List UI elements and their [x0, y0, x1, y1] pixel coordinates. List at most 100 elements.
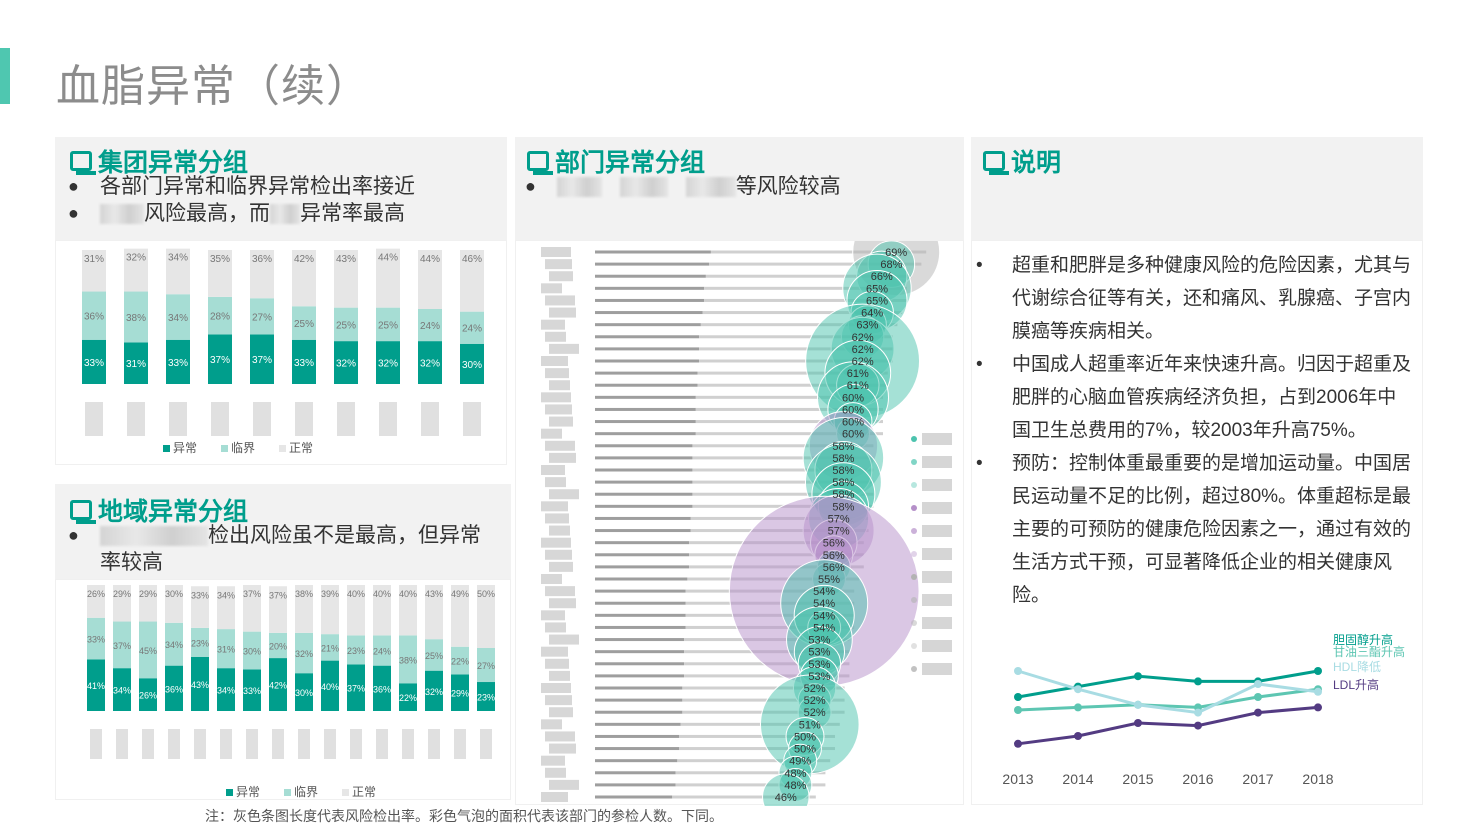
legend-swatch-critical: [284, 789, 291, 796]
legend-label-critical: 临界: [231, 441, 255, 455]
redacted-dept-label: [545, 767, 566, 778]
bar-label-abnormal: 37%: [347, 684, 365, 694]
bar-label-normal: 40%: [399, 589, 417, 599]
bar-label-abnormal: 29%: [451, 689, 469, 699]
bar-label-normal: 39%: [321, 589, 339, 599]
dept-rate-label: 52%: [804, 695, 826, 707]
bar-segment-normal: [460, 250, 484, 312]
dept-rate-label: 62%: [852, 356, 874, 368]
bar-segment-normal: [373, 585, 391, 636]
dept-rate-label: 48%: [784, 768, 806, 780]
redacted-dept-label: [545, 513, 569, 524]
risk-bar: [595, 298, 705, 302]
bar-segment-critical: [250, 298, 274, 335]
risk-bar: [595, 456, 693, 460]
trend-line: [1017, 687, 1319, 712]
redacted-dept-label: [545, 695, 572, 706]
bar-label-critical: 27%: [252, 312, 272, 323]
bar-segment-critical: [87, 617, 105, 660]
risk-bar: [595, 747, 679, 751]
risk-bar: [595, 601, 686, 605]
risk-bar: [595, 759, 678, 763]
bar-label-normal: 31%: [84, 254, 104, 265]
trend-point: [1254, 680, 1262, 688]
legend-dot: [911, 436, 917, 442]
risk-bar-rest: [679, 734, 835, 738]
bar-segment-normal: [418, 250, 442, 309]
risk-bar: [595, 432, 696, 436]
redacted-category-label: [454, 729, 466, 759]
bar-label-normal: 37%: [269, 590, 287, 600]
redacted-dept-label: [545, 331, 566, 342]
risk-bar: [595, 383, 698, 387]
risk-bar: [595, 492, 693, 496]
bullet-icon: ●: [68, 203, 79, 223]
redacted-dept-label: [545, 549, 572, 560]
risk-bar: [595, 529, 691, 533]
risk-bar: [595, 722, 681, 726]
risk-bar: [595, 395, 696, 399]
bar-segment-critical: [208, 296, 232, 335]
bar-segment-normal: [208, 250, 232, 297]
redacted-dept-label: [549, 489, 579, 500]
explain-paragraph-1: • 超重和肥胖是多种健康风险的危险因素，尤其与代谢综合征等有关，还和痛风、乳腺癌、…: [976, 249, 1412, 348]
bar-label-critical: 38%: [126, 313, 146, 324]
risk-bar: [595, 420, 696, 424]
group-stacked-bar-chart: 33% 36% 31% 31% 38% 32% 33% 34% 34% 37% 28% 35% 37% 2…: [82, 248, 484, 455]
legend-dot: [911, 597, 917, 603]
dept-bubble-bar-chart: 69%68%66%65%65%64%63%62%62%62%61%61%60%6…: [541, 208, 952, 821]
legend-dot: [911, 620, 917, 626]
legend-swatch-normal: [342, 789, 349, 796]
risk-bar: [595, 286, 705, 290]
x-tick-label: 2017: [1242, 771, 1273, 787]
redacted-dept-label: [549, 343, 579, 354]
bar-label-critical: 37%: [113, 641, 131, 651]
bar-segment-normal: [166, 248, 190, 295]
explain-paragraph-3: • 预防：控制体重最重要的是增加运动量。中国居民运动量不足的比例，超过80%。体重…: [976, 447, 1412, 612]
bar-segment-critical: [334, 307, 358, 342]
trend-point: [1194, 721, 1202, 730]
series-label: 胆固醇升高: [1333, 632, 1393, 647]
checkbox-icon: [527, 151, 553, 175]
risk-bar: [595, 504, 693, 508]
risk-bar: [595, 274, 706, 278]
redacted-legend-label: [922, 433, 952, 445]
bullet-icon: ●: [68, 525, 79, 545]
bar-label-normal: 50%: [477, 589, 495, 599]
bar-segment-normal: [295, 585, 313, 633]
bar-segment-abnormal: [425, 670, 443, 711]
redacted-dept-label: [541, 537, 571, 548]
redacted-dept-label: [545, 622, 566, 633]
redacted-name: [270, 204, 300, 225]
group-panel-heading: 集团异常分组: [70, 143, 248, 179]
bar-label-normal: 46%: [462, 254, 482, 265]
redacted-dept-label: [545, 368, 569, 379]
dept-rate-label: 60%: [842, 392, 864, 404]
redacted-dept-label: [545, 477, 566, 488]
bar-label-normal: 37%: [243, 589, 261, 599]
legend-swatch-abnormal: [226, 789, 233, 796]
explain-paragraph-2: • 中国成人超重率近年来快速升高。归因于超重及肥胖的心脑血管疾病经济负担，占到20…: [976, 348, 1412, 447]
x-tick-label: 2016: [1182, 771, 1213, 787]
bar-segment-critical: [124, 291, 148, 343]
risk-bar-rest: [682, 698, 845, 702]
dept-rate-label: 55%: [818, 574, 840, 586]
region-bullet-1: ● 检出风险虽不是最高，但异常 率较高: [68, 522, 500, 576]
bar-segment-abnormal: [113, 668, 131, 711]
risk-bar-rest: [710, 250, 927, 254]
dept-rate-label: 51%: [799, 719, 821, 731]
trend-point: [1314, 687, 1322, 696]
redacted-dept-label: [545, 440, 575, 451]
redacted-dept-label: [549, 271, 573, 282]
explain-paragraph-1-text: 超重和肥胖是多种健康风险的危险因素，尤其与代谢综合征等有关，还和痛风、乳腺癌、子…: [1012, 255, 1412, 342]
redacted-category-label: [168, 729, 180, 759]
region-heading-text: 地域异常分组: [98, 498, 249, 526]
bar-segment-abnormal: [269, 658, 287, 711]
page-title: 血脂异常（续）: [56, 62, 371, 111]
footnote: 注：灰色条图长度代表风险检出率。彩色气泡的面积代表该部门的参检人数。下同。: [205, 808, 723, 824]
bar-label-normal: 42%: [294, 254, 314, 265]
dept-panel-heading: 部门异常分组: [527, 143, 705, 179]
bar-label-critical: 31%: [217, 645, 235, 655]
dept-rate-label: 54%: [813, 610, 835, 622]
dept-rate-label: 57%: [828, 526, 850, 538]
